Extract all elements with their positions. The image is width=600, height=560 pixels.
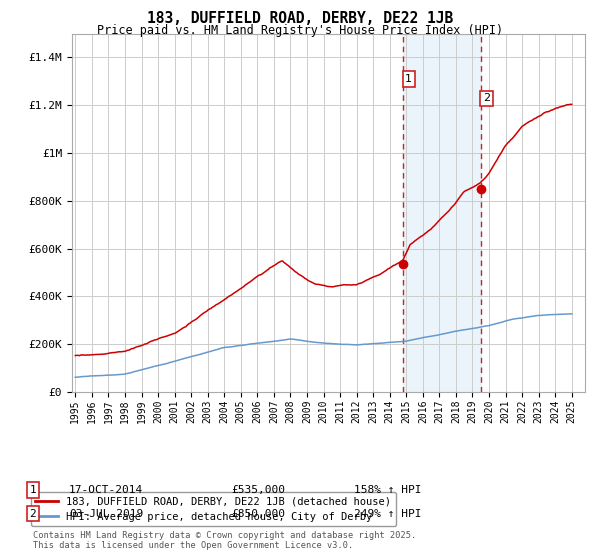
Text: £850,000: £850,000 — [231, 508, 285, 519]
Text: Contains HM Land Registry data © Crown copyright and database right 2025.
This d: Contains HM Land Registry data © Crown c… — [33, 530, 416, 550]
Text: 2: 2 — [483, 94, 490, 104]
Text: 03-JUL-2019: 03-JUL-2019 — [69, 508, 143, 519]
Text: Price paid vs. HM Land Registry's House Price Index (HPI): Price paid vs. HM Land Registry's House … — [97, 24, 503, 36]
Text: 2: 2 — [29, 508, 37, 519]
Text: £535,000: £535,000 — [231, 485, 285, 495]
Legend: 183, DUFFIELD ROAD, DERBY, DE22 1JB (detached house), HPI: Average price, detach: 183, DUFFIELD ROAD, DERBY, DE22 1JB (det… — [31, 492, 395, 526]
Text: 1: 1 — [29, 485, 37, 495]
Text: 249% ↑ HPI: 249% ↑ HPI — [354, 508, 421, 519]
Text: 17-OCT-2014: 17-OCT-2014 — [69, 485, 143, 495]
Text: 158% ↑ HPI: 158% ↑ HPI — [354, 485, 421, 495]
Text: 1: 1 — [405, 74, 412, 84]
Bar — [403, 34, 481, 392]
Text: 183, DUFFIELD ROAD, DERBY, DE22 1JB: 183, DUFFIELD ROAD, DERBY, DE22 1JB — [147, 11, 453, 26]
